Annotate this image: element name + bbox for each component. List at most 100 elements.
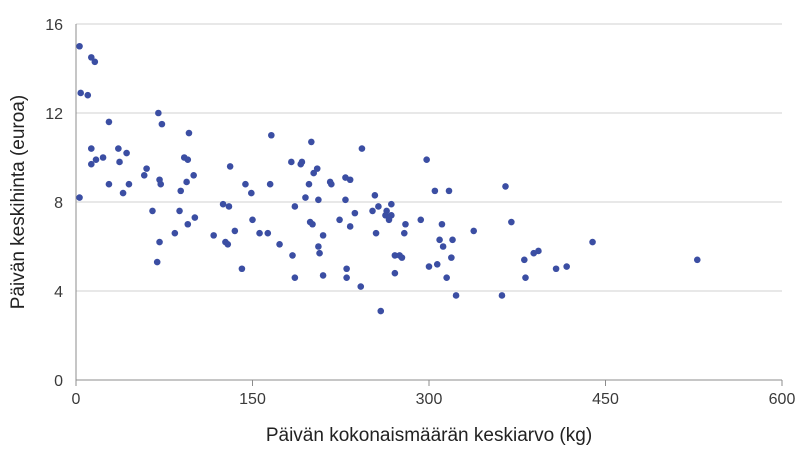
data-point <box>470 227 478 235</box>
data-point <box>225 203 233 210</box>
data-point <box>346 176 354 184</box>
data-point <box>433 261 441 268</box>
data-point <box>522 274 529 281</box>
data-point <box>315 243 322 250</box>
data-point <box>119 189 127 197</box>
data-point <box>343 265 350 273</box>
data-point <box>87 160 95 168</box>
data-point <box>115 145 122 152</box>
data-point <box>266 180 274 188</box>
data-point <box>87 145 95 152</box>
data-point <box>226 163 234 170</box>
data-point <box>351 209 359 217</box>
data-point <box>264 229 272 237</box>
data-point <box>308 138 315 146</box>
data-point <box>156 238 163 246</box>
y-tick-label: 8 <box>54 195 63 212</box>
data-point <box>563 263 570 270</box>
data-point <box>224 240 232 248</box>
data-point <box>158 120 166 128</box>
gridlines <box>76 23 782 292</box>
data-point <box>149 207 156 215</box>
data-point <box>391 269 399 277</box>
data-point <box>508 218 515 226</box>
data-point <box>298 158 306 166</box>
data-point <box>423 156 430 164</box>
data-point <box>358 145 366 152</box>
data-point <box>589 238 596 246</box>
data-point <box>76 42 83 50</box>
data-point <box>452 292 460 299</box>
data-point <box>249 216 256 224</box>
data-point <box>310 169 317 177</box>
data-point <box>448 254 455 261</box>
data-point <box>443 274 450 281</box>
data-point <box>143 165 150 172</box>
data-point <box>313 165 321 172</box>
data-point <box>336 216 343 224</box>
x-tick-label: 600 <box>769 391 796 408</box>
data-point <box>171 229 179 237</box>
data-point <box>343 274 350 281</box>
data-point <box>383 207 390 215</box>
data-point <box>184 156 192 164</box>
data-point <box>449 236 456 244</box>
data-point <box>105 118 113 126</box>
data-point <box>305 180 313 188</box>
data-point <box>328 180 335 188</box>
data-point <box>521 256 528 264</box>
data-point <box>99 154 107 161</box>
x-tick-label: 0 <box>72 391 81 408</box>
data-point <box>190 172 197 179</box>
data-point <box>535 247 542 255</box>
data-point <box>388 200 395 208</box>
data-point <box>402 220 409 228</box>
axes <box>75 24 783 386</box>
data-point <box>319 272 327 279</box>
data-point <box>302 194 309 201</box>
tick-labels: 0 4 8 12 16 0 150 300 450 600 <box>45 17 795 408</box>
x-tick-label: 300 <box>416 391 443 408</box>
x-tick-label: 150 <box>239 391 266 408</box>
data-point <box>140 172 148 179</box>
data-point <box>91 58 99 66</box>
data-point <box>431 187 439 195</box>
y-axis-title: Päivän keskihinta (euroa) <box>8 95 29 309</box>
data-point <box>439 243 447 250</box>
data-point <box>248 189 255 197</box>
data-point <box>157 180 165 188</box>
data-point <box>288 158 295 166</box>
data-point <box>369 207 376 215</box>
data-point <box>210 232 217 239</box>
data-point <box>391 252 399 259</box>
data-point <box>291 203 299 210</box>
data-point <box>76 194 83 201</box>
x-axis-title: Päivän kokonaismäärän keskiarvo (kg) <box>266 425 592 446</box>
y-tick-label: 12 <box>45 106 63 123</box>
data-point <box>346 223 354 230</box>
data-point <box>177 187 185 195</box>
data-point <box>155 109 162 117</box>
data-point <box>84 91 92 99</box>
data-point <box>417 216 425 224</box>
data-point <box>445 187 453 195</box>
data-point <box>315 196 322 204</box>
data-point <box>388 212 395 219</box>
data-point <box>289 252 296 259</box>
data-point <box>191 214 199 221</box>
data-point <box>438 220 446 228</box>
data-point <box>87 54 95 61</box>
data-point <box>276 240 283 248</box>
data-point <box>371 192 379 199</box>
data-point <box>375 203 382 210</box>
data-point <box>291 274 299 281</box>
data-point <box>183 178 190 186</box>
data-point <box>116 158 123 166</box>
y-tick-label: 16 <box>45 17 63 34</box>
data-point <box>268 131 275 139</box>
data-point <box>153 258 161 266</box>
data-point <box>123 149 130 157</box>
data-point <box>309 220 316 228</box>
data-point <box>176 207 183 215</box>
data-point <box>436 236 443 244</box>
